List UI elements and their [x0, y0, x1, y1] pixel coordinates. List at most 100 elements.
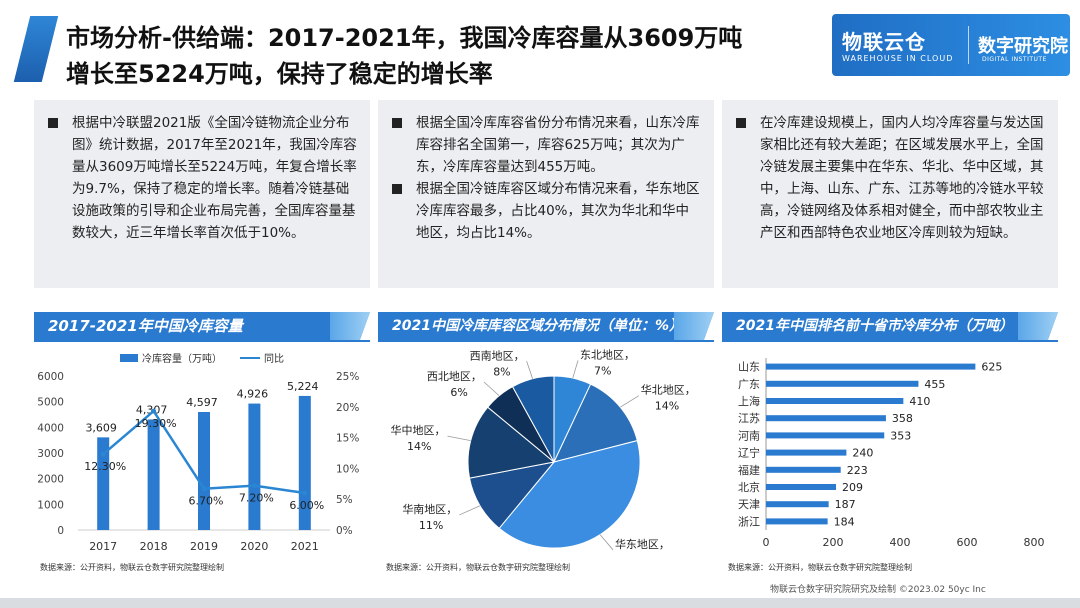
pie-leader-line: [620, 395, 639, 408]
province-bar: [766, 363, 976, 370]
bullet-icon: [392, 118, 402, 128]
province-label: 浙江: [738, 515, 760, 528]
province-label: 江苏: [738, 412, 760, 425]
capacity-chart: 冷库容量（万吨） 同比 0 1000 2000 3000 4000 5000 6000 0% 5% 1…: [37, 352, 359, 553]
pie-leader-line: [572, 360, 579, 379]
brand-logo: 物联云仓 WAREHOUSE IN CLOUD 数字研究院 DIGITAL IN…: [832, 14, 1070, 76]
province-bar: [766, 380, 919, 387]
region-pie-chart: 东北地区， 7% 华北地区， 14% 华东地区， 40% 华南地区， 11% 华中地区， 14% 西…: [390, 349, 696, 556]
pie-slice-value: 14%: [407, 440, 431, 453]
yoy-point: [100, 451, 106, 457]
bullet-item: 在冷库建设规模上，国内人均冷库容量与发达国家相比还有较大差距；在区域发展水平上，…: [732, 112, 1046, 244]
province-bar: [766, 518, 828, 525]
y-tick-label: 3000: [37, 448, 64, 460]
yoy-label: 6.70%: [189, 495, 224, 508]
bullet-text: 根据全国冷库库容省份分布情况来看，山东冷库库容排名全国第一，库容625万吨；其次…: [416, 115, 700, 175]
y2-tick-label: 15%: [336, 433, 359, 445]
section-divider: [378, 340, 714, 342]
y2-tick-label: 25%: [336, 371, 359, 383]
summary-box-1: 根据中冷联盟2021版《全国冷链物流企业分布图》统计数据，2017年至2021年…: [34, 100, 370, 288]
x-tick-label: 2020: [240, 540, 268, 553]
province-bar-label: 455: [924, 378, 945, 391]
province-bar: [766, 398, 904, 404]
pie-slice: [553, 383, 638, 463]
page-title: 市场分析-供给端：2017-2021年，我国冷库容量从3609万吨 增长至522…: [66, 20, 826, 92]
pie-slice-value: 40%: [629, 554, 653, 556]
pie-slice: [467, 406, 556, 479]
yoy-label: 7.20%: [239, 492, 274, 505]
x-tick-label: 2021: [291, 540, 319, 553]
x-tick-label: 200: [823, 536, 844, 549]
bottom-bar: [0, 598, 1080, 608]
province-bar: [766, 415, 886, 422]
pie-slice-value: 11%: [419, 519, 443, 532]
yoy-point: [251, 483, 257, 489]
pie-slice-value: 7%: [594, 365, 611, 378]
y-tick-label: 5000: [37, 397, 64, 409]
summary-box-3: 在冷库建设规模上，国内人均冷库容量与发达国家相比还有较大差距；在区域发展水平上，…: [722, 100, 1058, 288]
province-bar-label: 187: [835, 498, 856, 511]
province-bar-label: 240: [852, 447, 873, 460]
y-tick-label: 0: [57, 525, 64, 537]
capacity-chart-title: 2017-2021年中国冷库容量: [34, 312, 370, 340]
bullet-icon: [392, 184, 402, 194]
bullet-text: 在冷库建设规模上，国内人均冷库容量与发达国家相比还有较大差距；在区域发展水平上，…: [760, 115, 1044, 241]
x-tick-label: 400: [890, 536, 911, 549]
pie-slice-value: 14%: [655, 400, 679, 413]
y-tick-label: 6000: [37, 371, 64, 383]
bullet-text: 根据中冷联盟2021版《全国冷链物流企业分布图》统计数据，2017年至2021年…: [72, 115, 357, 241]
capacity-source: 数据来源：公开资料，物联云仓数字研究院整理绘制: [40, 563, 224, 572]
province-bar: [766, 484, 837, 490]
x-tick-label: 2019: [190, 540, 218, 553]
logo-institute: 数字研究院: [978, 36, 1068, 57]
pie-leader-line: [483, 381, 500, 397]
capacity-bar: [97, 437, 110, 530]
pie-leader-line: [459, 505, 481, 516]
pie-slice-value: 6%: [450, 386, 467, 399]
province-chart-title: 2021年中国排名前十省市冷库分布（万吨）: [722, 312, 1058, 340]
logo-divider: [968, 26, 969, 64]
province-bar-label: 410: [909, 395, 930, 408]
pie-leader-line: [526, 361, 533, 379]
province-label: 山东: [738, 361, 760, 374]
legend-swatch-capacity: [120, 354, 138, 362]
province-bar-label: 209: [842, 481, 863, 494]
y-tick-label: 1000: [37, 499, 64, 511]
province-label: 河南: [738, 429, 760, 442]
section-divider: [722, 340, 1058, 342]
y2-tick-label: 5%: [336, 494, 353, 506]
y2-tick-label: 20%: [336, 402, 359, 414]
capacity-bar: [147, 419, 160, 530]
province-bar-label: 358: [892, 412, 913, 425]
capacity-bar-label: 5,224: [287, 380, 319, 393]
province-label: 广东: [738, 378, 760, 391]
province-label: 天津: [738, 498, 760, 511]
region-source: 数据来源：公开资料，物联云仓数字研究院整理绘制: [386, 563, 570, 572]
title-line-1: 市场分析-供给端：2017-2021年，我国冷库容量从3609万吨: [66, 24, 743, 52]
x-tick-label: 0: [763, 536, 770, 549]
pie-slice-name: 华北地区，: [641, 383, 696, 397]
capacity-bar-label: 4,597: [186, 396, 218, 409]
title-line-2: 增长至5224万吨，保持了稳定的增长率: [66, 60, 493, 88]
pie-slice-name: 华中地区，: [390, 423, 445, 437]
y-tick-label: 4000: [37, 422, 64, 434]
y2-tick-label: 10%: [336, 463, 359, 475]
province-bar-label: 353: [890, 429, 911, 442]
y-tick-label: 2000: [37, 474, 64, 486]
capacity-bar: [298, 395, 311, 530]
province-label: 北京: [738, 480, 760, 494]
pie-leader-line: [599, 534, 614, 551]
legend-label-capacity: 冷库容量（万吨）: [142, 352, 222, 365]
province-bar: [766, 501, 829, 508]
accent-bar: [13, 16, 59, 82]
province-bar-label: 625: [981, 361, 1002, 374]
pie-slice-name: 华南地区，: [402, 502, 457, 516]
logo-institute-sub: DIGITAL INSTITUTE: [982, 56, 1047, 63]
province-source: 数据来源：公开资料，物联云仓数字研究院整理绘制: [728, 563, 912, 572]
footer-copyright: 物联云仓数字研究院研究及绘制 ©2023.02 50yc Inc: [770, 585, 986, 595]
logo-name-sub: WAREHOUSE IN CLOUD: [842, 54, 954, 63]
province-bar-chart: 0 200 400 600 800 山东 625 广东 455 上海 410 江苏 358 河南 353 辽宁…: [738, 358, 1045, 549]
yoy-label: 19.30%: [135, 417, 177, 430]
yoy-label: 6.00%: [289, 499, 324, 512]
province-bar-label: 184: [834, 515, 855, 528]
